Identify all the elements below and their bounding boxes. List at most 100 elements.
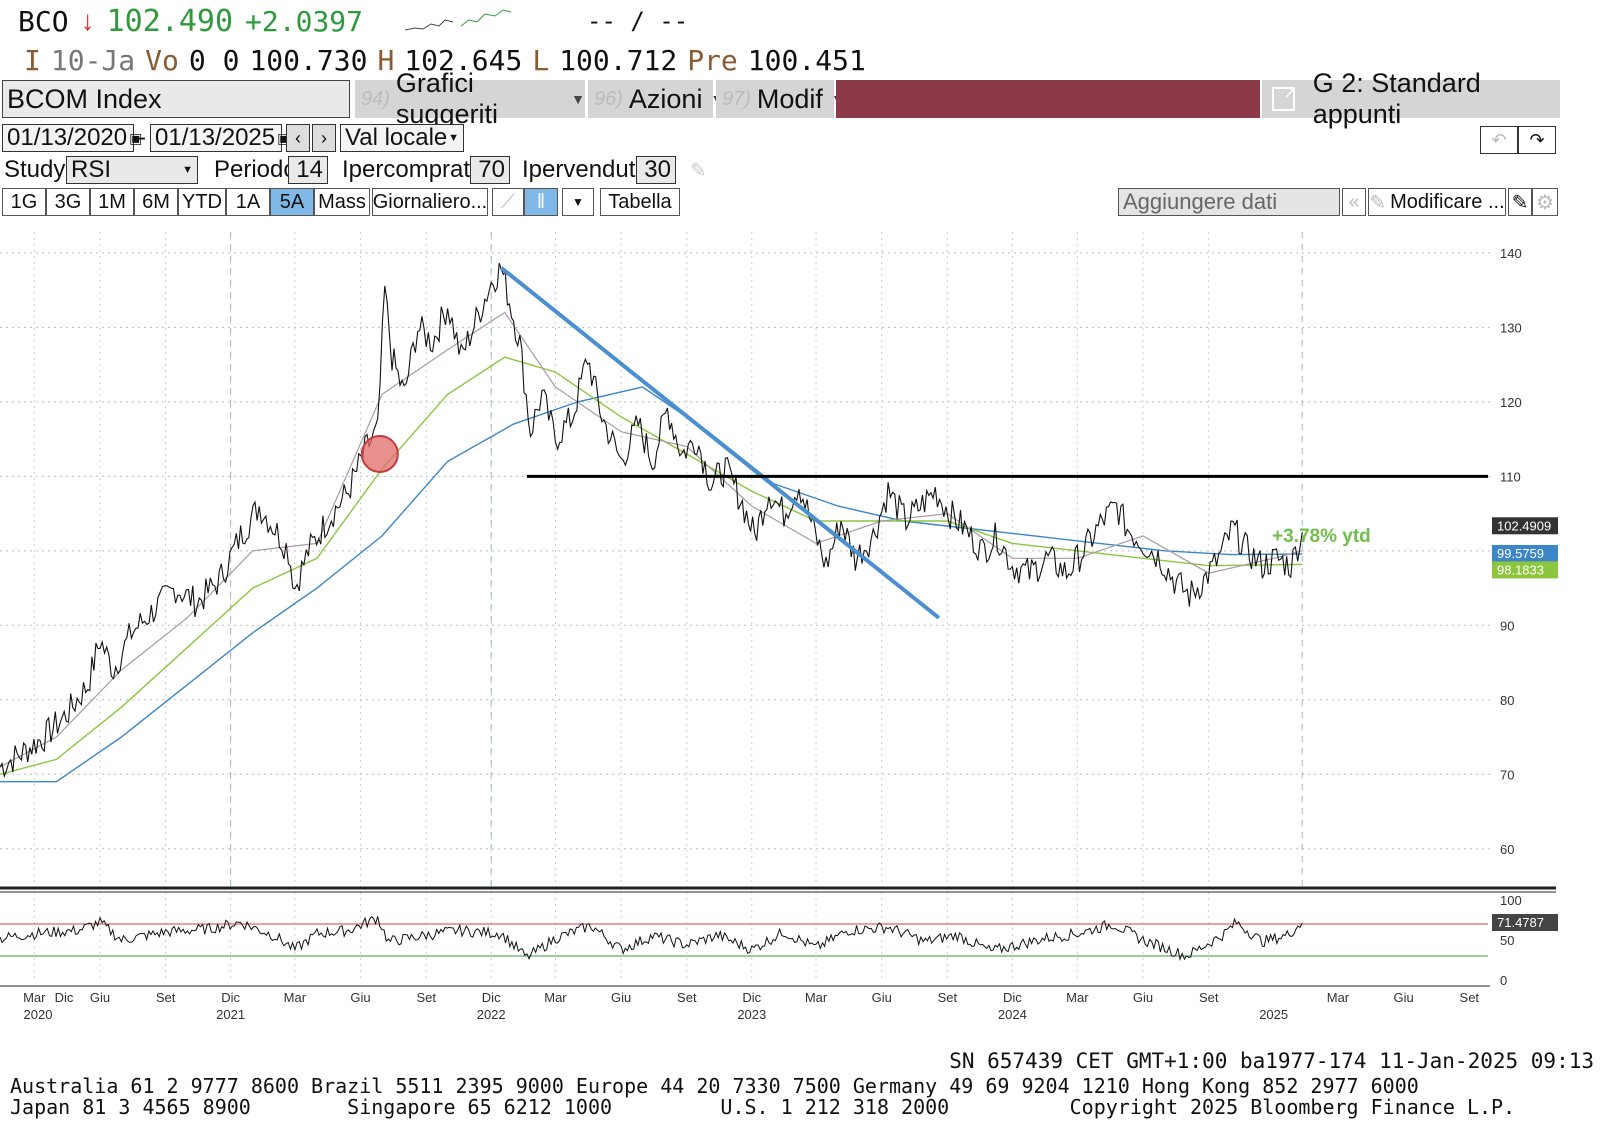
modify-label: Modif: [756, 83, 823, 114]
candle-chart-icon[interactable]: ‖: [524, 188, 558, 216]
x-month-label: Dic: [55, 990, 74, 1005]
x-year-label: 2024: [998, 1007, 1027, 1022]
redo-button[interactable]: ↷: [1518, 126, 1556, 154]
notes-icon[interactable]: ✎: [1508, 188, 1532, 216]
rsi-tick-label: 100: [1500, 893, 1522, 908]
end-date-input[interactable]: 01/13/2025 ▣: [150, 124, 290, 152]
pencil-icon[interactable]: ✎: [690, 159, 707, 182]
contacts-line: Japan 81 3 4565 8900 Singapore 65 6212 1…: [10, 1095, 1516, 1119]
overbought-input[interactable]: 70: [470, 156, 510, 184]
period-input[interactable]: 14: [288, 156, 328, 184]
function-toolbar: BCOM Index 94) Grafici suggeriti ▼ 96) A…: [0, 68, 1600, 129]
chart-type-caret-icon[interactable]: ▼: [562, 188, 594, 216]
price-chart[interactable]: 140 130 120 110 100 90 80 70 60 102.4909 99.575998…: [0, 222, 1600, 1042]
actions-menu[interactable]: 96) Azioni ▼: [588, 80, 724, 118]
x-year-label: 2021: [216, 1007, 245, 1022]
study-select[interactable]: RSI ▼: [66, 156, 198, 184]
y-tick-label: 120: [1500, 395, 1522, 410]
actions-label: Azioni: [628, 83, 703, 114]
moving-averages: [0, 311, 1303, 783]
last-value-badge: [1492, 544, 1558, 562]
range-label: 1M: [98, 190, 126, 213]
contacts-footer: Australia 61 2 9777 8600 Brazil 5511 239…: [10, 1076, 1515, 1118]
dropdown-caret-icon: ▼: [571, 91, 585, 107]
range-button-1m[interactable]: 1M: [90, 188, 134, 216]
table-button[interactable]: Tabella: [600, 188, 680, 216]
range-button-mass[interactable]: Mass: [314, 188, 370, 216]
last-value-text: 102.4909: [1497, 518, 1551, 533]
range-button-1g[interactable]: 1G: [2, 188, 46, 216]
open-indicator-label: I: [24, 43, 41, 77]
x-year-label: 2023: [737, 1007, 766, 1022]
x-month-label: Giu: [872, 990, 892, 1005]
x-month-label: Set: [1460, 990, 1480, 1005]
volume-value: 0 0: [188, 43, 240, 77]
x-month-label: Giu: [1393, 990, 1413, 1005]
oversold-input[interactable]: 30: [636, 156, 676, 184]
range-button-6m[interactable]: 6M: [134, 188, 178, 216]
export-icon: ↗: [1272, 85, 1297, 111]
open-value: 100.730: [249, 43, 368, 77]
y-tick-label: 70: [1500, 767, 1514, 782]
add-data-input[interactable]: Aggiungere dati: [1118, 188, 1340, 216]
axes: 140 130 120 110 100 90 80 70 60 102.4909 99.575998…: [23, 246, 1558, 1022]
x-month-label: Set: [156, 990, 176, 1005]
y-tick-label: 60: [1500, 842, 1514, 857]
pencil-icon: ✎: [1369, 191, 1387, 214]
x-month-label: Mar: [23, 990, 46, 1005]
period-label: Periodo: [214, 156, 297, 183]
line-chart-icon[interactable]: ⟋: [492, 188, 524, 216]
study-text: RSI: [71, 156, 112, 183]
x-month-label: Mar: [284, 990, 307, 1005]
collapse-icon[interactable]: «: [1342, 188, 1366, 216]
y-tick-label: 130: [1500, 320, 1522, 335]
rsi-panel: [0, 915, 1488, 962]
range-button-3g[interactable]: 3G: [46, 188, 90, 216]
y-tick-label: 90: [1500, 618, 1514, 633]
date-separator: -: [138, 124, 146, 151]
suggested-charts-menu[interactable]: 94) Grafici suggeriti ▼: [355, 68, 585, 129]
prev-period-button[interactable]: ‹: [286, 124, 310, 152]
range-label: YTD: [182, 190, 222, 213]
range-button-ytd[interactable]: YTD: [178, 188, 226, 216]
ytd-annotation: +3.78% ytd: [1272, 526, 1371, 547]
range-button-5a[interactable]: 5A: [270, 188, 314, 216]
range-label: Mass: [318, 190, 366, 213]
session-info: SN 657439 CET GMT+1:00 ba1977-174 11-Jan…: [949, 1049, 1594, 1073]
next-period-button[interactable]: ›: [312, 124, 336, 152]
highlight-circle: [360, 435, 399, 473]
chart-template-selector[interactable]: ↗ G 2: Standard appunti: [1262, 68, 1560, 129]
ohlc-row: I 10-Ja Vo 0 0 100.730 H 102.645 L 100.7…: [24, 42, 866, 78]
currency-select[interactable]: Val locale ▼: [340, 124, 464, 152]
undo-button[interactable]: ↶: [1480, 126, 1518, 154]
modify-button[interactable]: ✎ Modificare ...: [1368, 188, 1506, 216]
modify-menu[interactable]: 97) Modif ▼: [716, 80, 845, 118]
chart-template-label: G 2: Standard appunti: [1312, 68, 1481, 129]
x-month-label: Set: [938, 990, 958, 1005]
overbought-value: 70: [478, 156, 505, 183]
range-label: 1A: [235, 190, 261, 213]
y-tick-label: 80: [1500, 693, 1514, 708]
range-toolbar: 1G 3G 1M 6M YTD 1A 5A Mass Giornaliero..…: [2, 188, 1592, 218]
settings-gear-icon[interactable]: ⚙: [1532, 188, 1558, 216]
last-value-badge: [1492, 517, 1558, 535]
range-label: 1G: [10, 190, 38, 213]
oversold-label: Ipervenduto: [522, 156, 649, 183]
study-label: Study: [4, 156, 66, 183]
currency-text: Val locale: [345, 124, 448, 151]
overbought-label: Ipercomprato: [342, 156, 484, 183]
rsi-last-text: 71.4787: [1497, 915, 1544, 930]
range-label: 5A: [279, 190, 305, 213]
start-date-input[interactable]: 01/13/2020 ▣: [2, 124, 142, 152]
rsi-tick-label: 0: [1500, 973, 1507, 988]
downtrend-line: [499, 266, 941, 620]
quote-date: 10-Ja: [50, 43, 136, 77]
ma-blue-line: [0, 386, 1303, 783]
security-field[interactable]: BCOM Index: [2, 80, 350, 118]
x-year-label: 2020: [24, 1007, 53, 1022]
x-month-label: Giu: [90, 990, 110, 1005]
frequency-select[interactable]: Giornaliero...: [372, 188, 488, 216]
modify-text: Modificare ...: [1390, 190, 1505, 213]
range-button-1a[interactable]: 1A: [226, 188, 270, 216]
range-label: 6M: [142, 190, 170, 213]
